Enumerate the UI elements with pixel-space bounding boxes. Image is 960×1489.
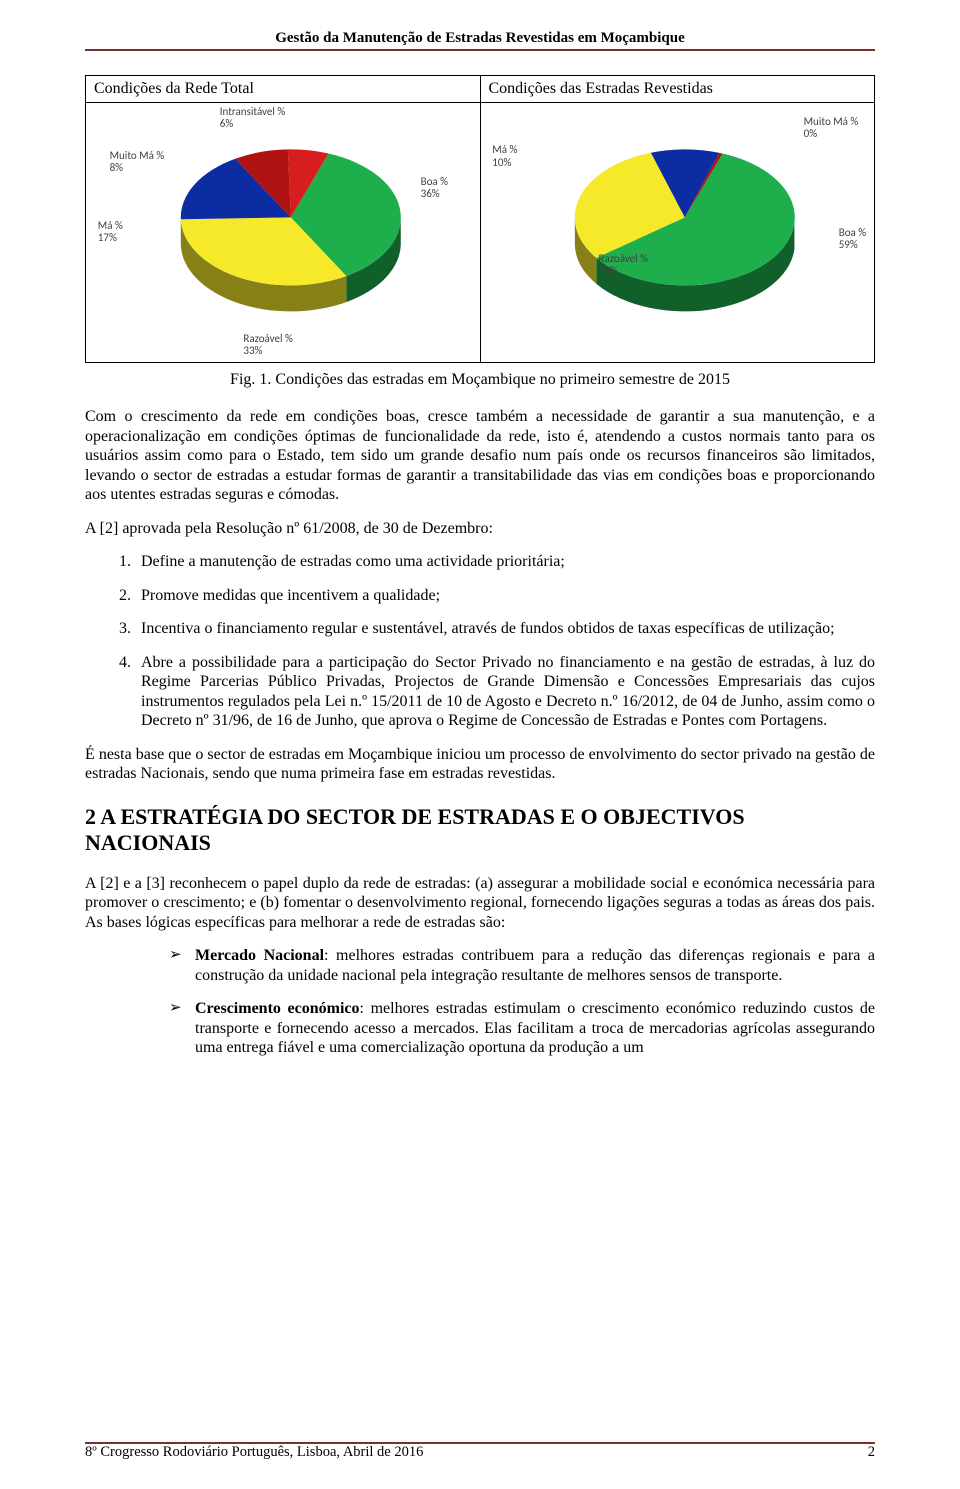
- numbered-list-item: Define a manutenção de estradas como uma…: [135, 552, 875, 572]
- bullet-list: Mercado Nacional: melhores estradas cont…: [85, 946, 875, 1058]
- section-heading: 2 A ESTRATÉGIA DO SECTOR DE ESTRADAS E O…: [85, 804, 875, 856]
- paragraph-3: É nesta base que o sector de estradas em…: [85, 745, 875, 784]
- chart-header-right: Condições das Estradas Revestidas: [480, 76, 875, 103]
- charts-table: Condições da Rede Total Condições das Es…: [85, 75, 875, 363]
- bullet-list-item: Mercado Nacional: melhores estradas cont…: [195, 946, 875, 985]
- pie-slice-label: Má %10%: [492, 144, 517, 168]
- footer-page-number: 2: [868, 1444, 875, 1461]
- paragraph-2: A [2] aprovada pela Resolução nº 61/2008…: [85, 519, 875, 539]
- bullet-lead: Mercado Nacional: [195, 947, 324, 964]
- pie-chart-left: Boa %36% Razoável %33% Má %17% Muito Má %8%…: [86, 103, 480, 362]
- pie-slice-label: Muito Má %0%: [804, 116, 859, 140]
- pie-slice-label: Má %17%: [98, 220, 123, 244]
- bullet-list-item: Crescimento económico: melhores estradas…: [195, 999, 875, 1058]
- pie-slice-label: Razoável %33%: [243, 333, 292, 357]
- footer-left: 8º Crogresso Rodoviário Português, Lisbo…: [85, 1444, 423, 1461]
- page-footer: 8º Crogresso Rodoviário Português, Lisbo…: [85, 1442, 875, 1461]
- chart-header-left: Condições da Rede Total: [86, 76, 481, 103]
- numbered-list: Define a manutenção de estradas como uma…: [85, 552, 875, 731]
- bullet-lead: Crescimento económico: [195, 1000, 360, 1017]
- pie-slice-label: Boa %59%: [839, 227, 866, 251]
- numbered-list-item: Abre a possibilidade para a participação…: [135, 653, 875, 731]
- page-header-title: Gestão da Manutenção de Estradas Revesti…: [85, 30, 875, 51]
- paragraph-1: Com o crescimento da rede em condições b…: [85, 407, 875, 505]
- numbered-list-item: Promove medidas que incentivem a qualida…: [135, 586, 875, 606]
- figure-caption: Fig. 1. Condições das estradas em Moçamb…: [85, 371, 875, 389]
- paragraph-4: A [2] e a [3] reconhecem o papel duplo d…: [85, 874, 875, 933]
- pie-slice-label: Intransitável %6%: [220, 106, 285, 130]
- pie-slice-label: Boa %36%: [421, 176, 448, 200]
- pie-slice-label: Razoável %30%: [599, 253, 648, 277]
- pie-chart-right: Boa %59% Razoável %30% Má %10% Muito Má %0%: [481, 103, 875, 362]
- numbered-list-item: Incentiva o financiamento regular e sust…: [135, 619, 875, 639]
- pie-slice-label: Muito Má %8%: [110, 150, 165, 174]
